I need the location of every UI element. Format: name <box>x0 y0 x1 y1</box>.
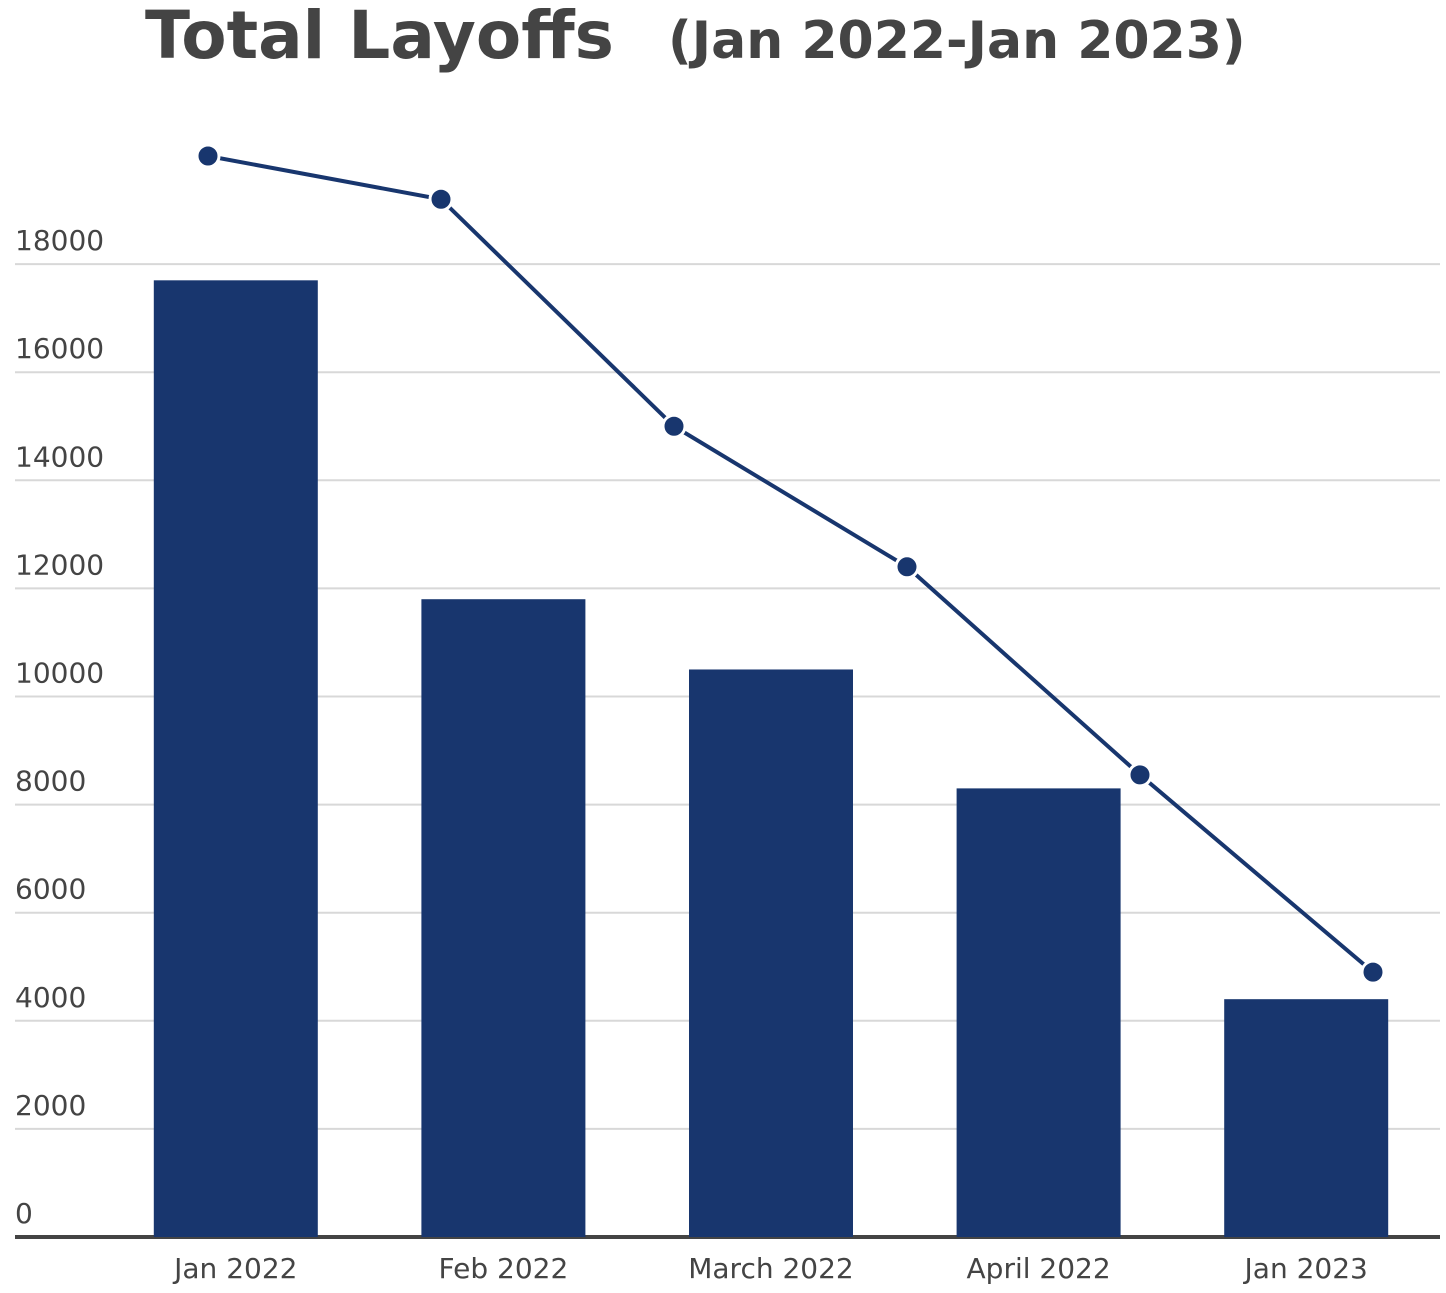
y-tick-label: 18000 <box>15 224 104 257</box>
y-tick-label: 10000 <box>15 657 104 690</box>
x-tick-label: Jan 2022 <box>172 1252 297 1285</box>
bar <box>153 280 318 1237</box>
y-tick-label: 16000 <box>15 332 104 365</box>
bar <box>956 788 1121 1237</box>
x-tick-label: April 2022 <box>967 1252 1111 1285</box>
x-tick-label: Jan 2023 <box>1243 1252 1368 1285</box>
line-point <box>195 143 221 169</box>
x-tick-label: March 2022 <box>688 1252 854 1285</box>
x-tick-label: Feb 2022 <box>439 1252 569 1285</box>
y-tick-label: 14000 <box>15 440 104 473</box>
y-tick-label: 8000 <box>15 765 86 798</box>
line-point <box>1127 762 1153 788</box>
bar <box>1224 999 1389 1237</box>
chart-subtitle: (Jan 2022-Jan 2023) <box>668 11 1246 71</box>
y-tick-label: 12000 <box>15 548 104 581</box>
chart-title: Total Layoffs <box>145 0 614 74</box>
bar <box>421 599 586 1237</box>
y-tick-label: 6000 <box>15 873 86 906</box>
line-point <box>428 186 454 212</box>
y-tick-label: 4000 <box>15 981 86 1014</box>
line-point <box>1360 959 1386 985</box>
line-point <box>661 413 687 439</box>
bar <box>689 669 853 1237</box>
y-tick-label: 2000 <box>15 1089 86 1122</box>
line-point <box>894 554 920 580</box>
y-tick-label: 0 <box>15 1197 33 1230</box>
line <box>207 154 1375 974</box>
